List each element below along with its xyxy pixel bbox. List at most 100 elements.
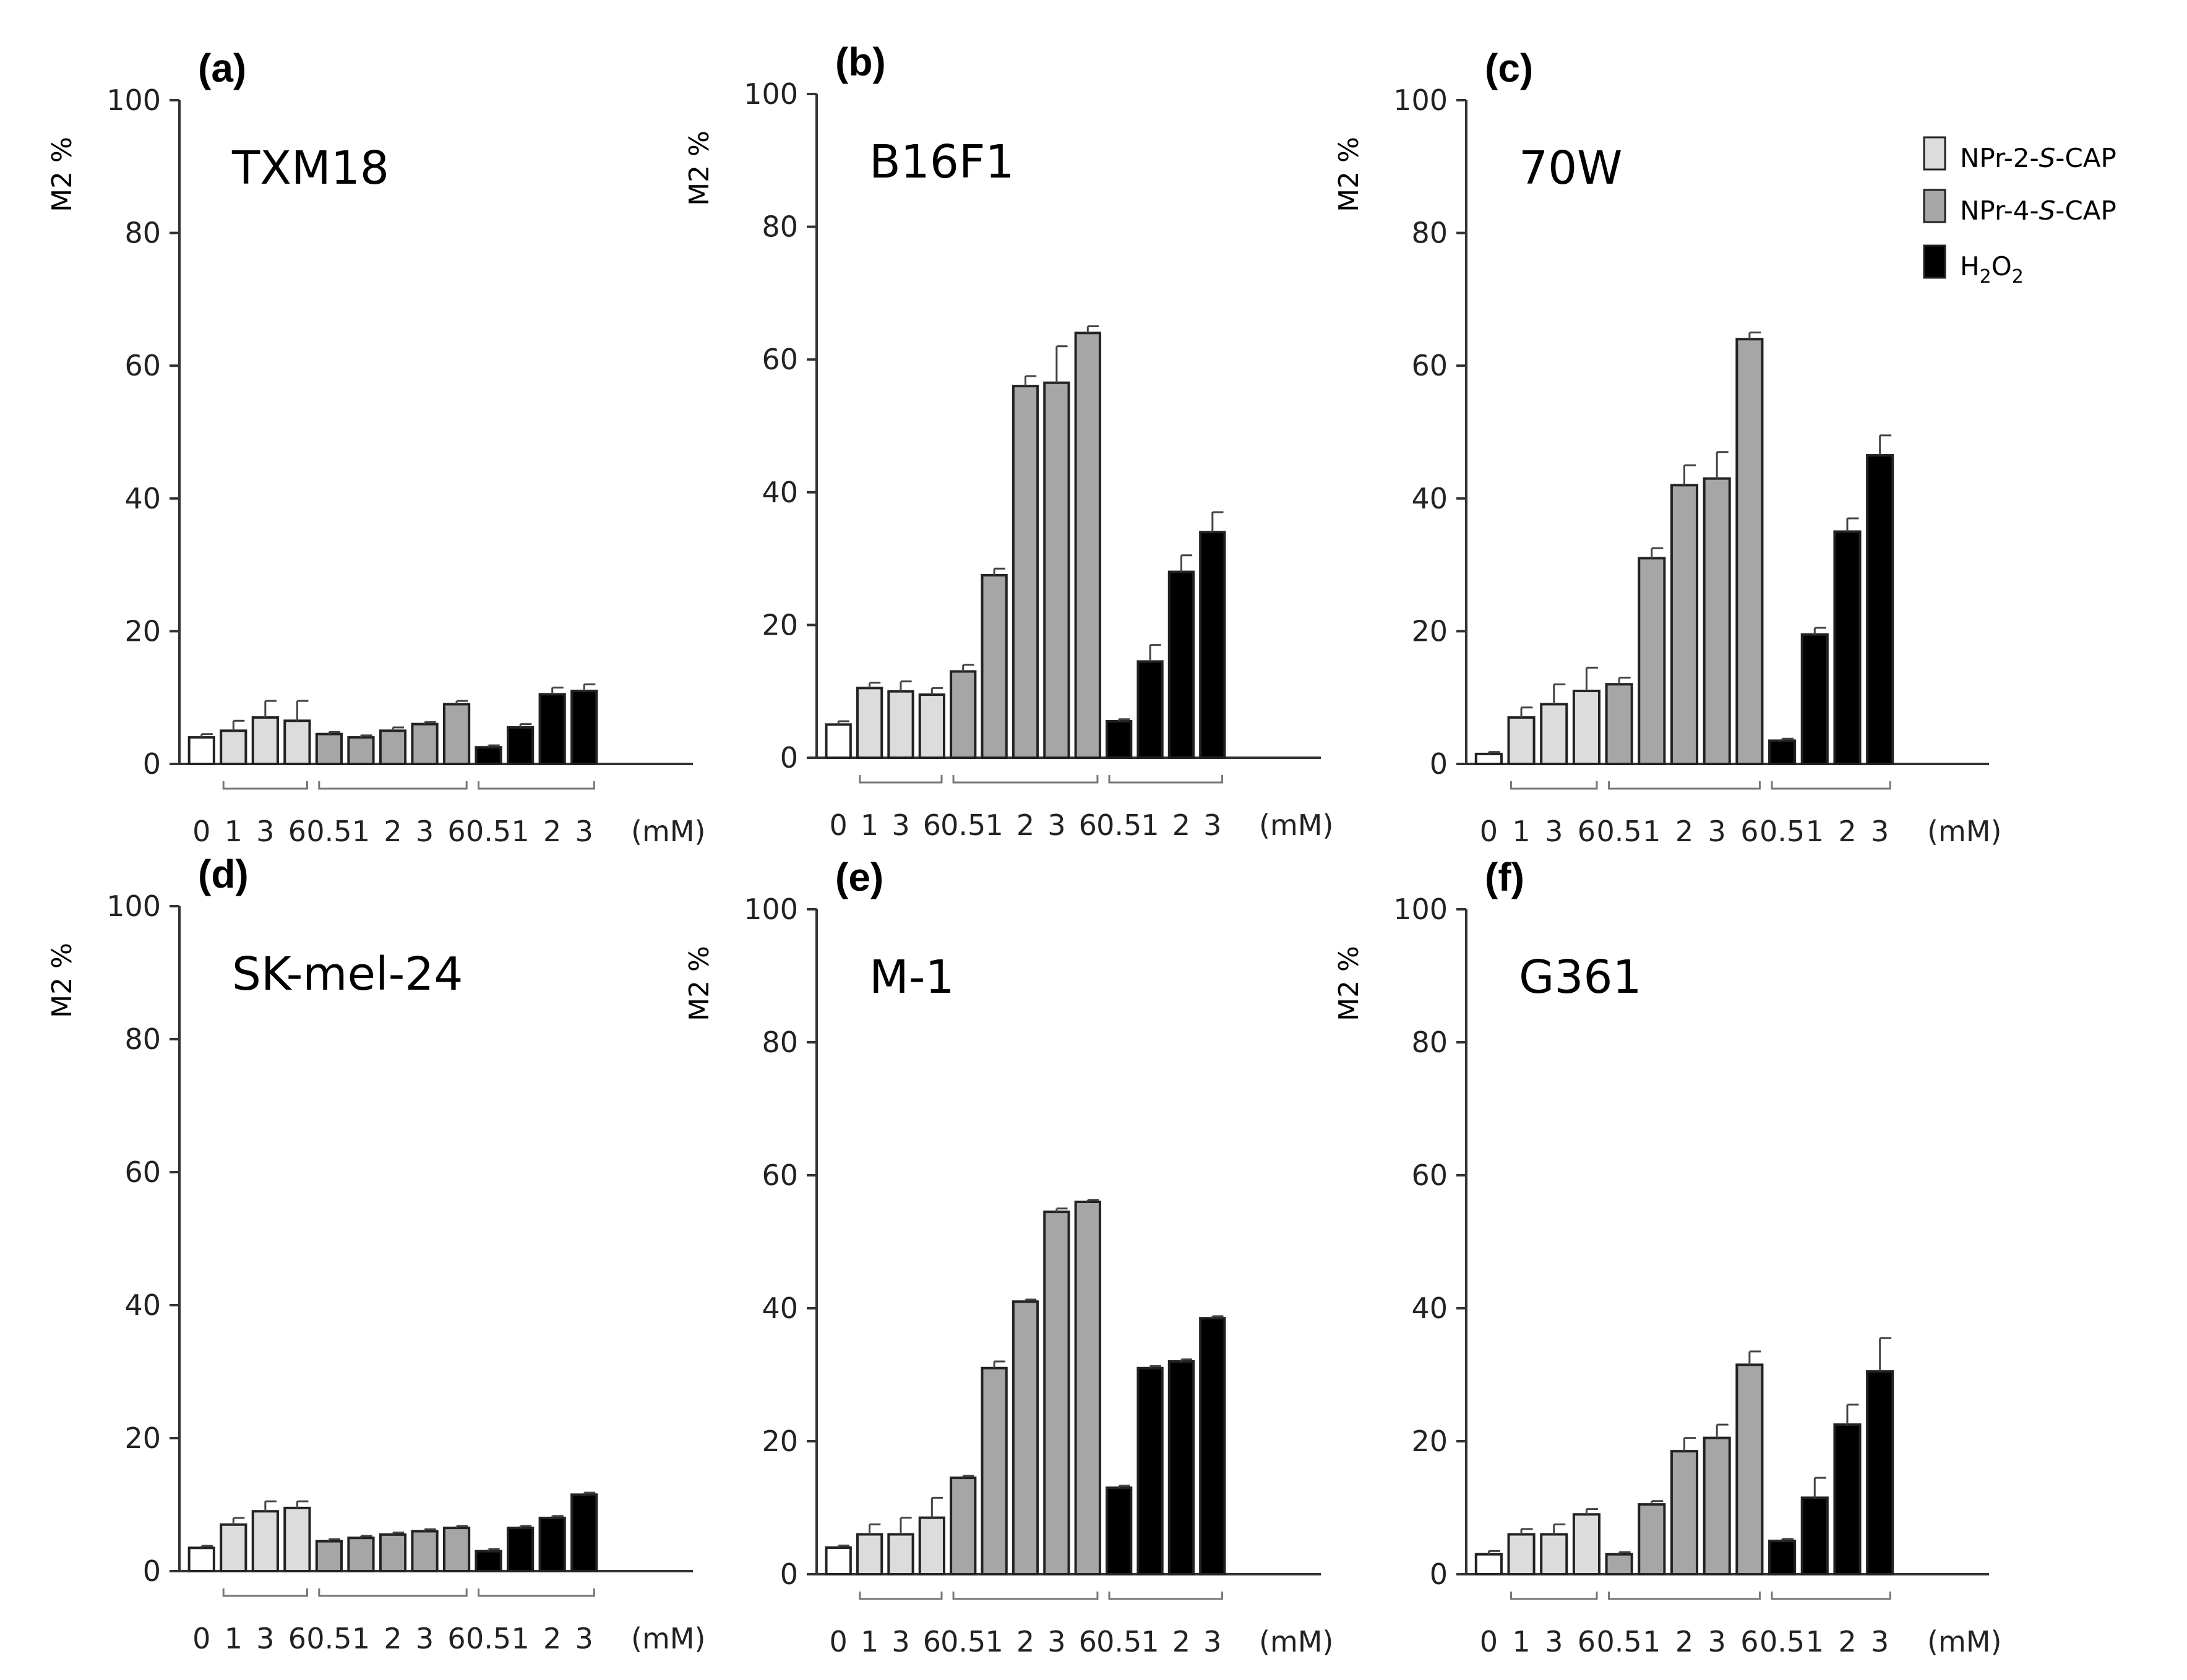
y-tick-label: 100 (744, 893, 798, 926)
x-tick-label: 0 (192, 815, 210, 848)
x-tick-label: 2 (543, 815, 561, 848)
y-tick-label: 20 (1411, 614, 1448, 648)
x-tick-label: 1 (352, 815, 370, 848)
bar-npr4 (442, 1527, 471, 1572)
x-tick-label: 6 (1079, 1625, 1097, 1658)
bar-npr2 (918, 693, 945, 759)
bar-npr4 (315, 732, 343, 765)
bar-control (187, 736, 215, 765)
cell-line-title: M-1 (869, 951, 955, 1004)
bar-npr2 (283, 719, 311, 766)
y-tick-label: 20 (762, 608, 798, 641)
y-tick-label: 60 (124, 349, 161, 382)
x-tick-label: 3 (416, 815, 434, 848)
x-tick-label: 1 (985, 1625, 1003, 1658)
y-tick-label: 40 (762, 476, 798, 509)
bar-npr2 (1507, 716, 1536, 766)
bar-h2o2 (475, 1549, 502, 1572)
x-tick-label: 3 (1871, 1625, 1889, 1658)
bar-h2o2 (1833, 1423, 1862, 1575)
bar-h2o2 (1106, 719, 1133, 759)
group-bracket-h2o2 (1108, 775, 1223, 784)
x-tick-label: 1 (512, 1622, 530, 1655)
x-tick-label: 2 (384, 1622, 402, 1655)
bar-h2o2 (1833, 530, 1862, 765)
y-tick-label: 80 (124, 216, 161, 250)
group-bracket-h2o2 (478, 1588, 595, 1597)
bar-h2o2 (1136, 660, 1164, 760)
bar-npr4 (1074, 1201, 1101, 1575)
bar-npr4 (1605, 683, 1633, 765)
bar-npr4 (1638, 557, 1666, 765)
group-bracket-npr4 (318, 781, 468, 790)
bar-control (1474, 752, 1503, 766)
y-axis-label: M2 % (46, 943, 78, 1018)
y-axis-label: M2 % (684, 131, 715, 206)
y-tick-label: 40 (124, 1288, 161, 1322)
bar-npr4 (981, 1366, 1008, 1575)
x-tick-label: 6 (1578, 1625, 1596, 1658)
x-tick-label: 3 (575, 815, 593, 848)
cell-line-title: TXM18 (231, 142, 389, 195)
bar-npr2 (251, 716, 279, 766)
bar-npr4 (379, 729, 407, 765)
x-tick-label: 3 (892, 808, 909, 842)
y-tick-label: 0 (1430, 1558, 1448, 1591)
bar-h2o2 (507, 726, 535, 765)
x-tick-label: 6 (447, 1622, 465, 1655)
group-bracket-npr2 (222, 781, 308, 790)
bar-npr4 (950, 1476, 977, 1575)
unit-label: (mM) (1927, 815, 2001, 848)
panel-label: (f) (1485, 855, 1524, 899)
y-tick-label: 0 (780, 741, 798, 774)
bar-h2o2 (538, 1517, 566, 1572)
y-tick-label: 80 (1411, 1026, 1448, 1059)
x-tick-label: 0 (1480, 815, 1498, 848)
legend-swatch (1923, 189, 1946, 223)
x-tick-label: 6 (1740, 815, 1758, 848)
y-axis-label: M2 % (1333, 946, 1365, 1021)
bar-npr2 (856, 1533, 883, 1575)
x-tick-label: 3 (1545, 815, 1563, 848)
cell-line-title: G361 (1519, 951, 1642, 1004)
y-tick-label: 20 (124, 614, 161, 648)
x-tick-label: 2 (1675, 1625, 1693, 1658)
x-tick-label: 1 (512, 815, 530, 848)
y-tick-label: 80 (762, 210, 798, 244)
x-tick-label: 1 (1643, 815, 1661, 848)
x-tick-label: 3 (256, 815, 274, 848)
bar-npr2 (220, 729, 247, 765)
y-tick-label: 60 (762, 1159, 798, 1192)
x-tick-label: 0.5 (940, 1625, 986, 1658)
bar-npr2 (251, 1510, 279, 1572)
bar-h2o2 (570, 1493, 598, 1572)
bar-npr2 (1540, 703, 1568, 766)
legend-label: H2O2 (1960, 251, 2024, 288)
x-tick-label: 2 (1675, 815, 1693, 848)
bar-npr2 (283, 1506, 311, 1572)
group-bracket-npr2 (1510, 781, 1598, 790)
x-tick-label: 6 (288, 815, 306, 848)
bar-h2o2 (1866, 1370, 1894, 1575)
bar-h2o2 (475, 746, 502, 766)
y-tick-label: 60 (762, 343, 798, 376)
panel-label: (a) (198, 46, 246, 90)
bar-npr4 (347, 736, 375, 765)
bar-npr2 (918, 1516, 945, 1575)
x-tick-label: 0.5 (466, 1622, 511, 1655)
legend-label: NPr-4-S-CAP (1960, 195, 2116, 226)
bar-npr4 (1074, 332, 1101, 759)
cell-line-title: SK-mel-24 (232, 948, 463, 1001)
group-bracket-npr4 (1608, 1592, 1761, 1600)
cell-line-title: 70W (1519, 142, 1622, 195)
unit-label: (mM) (1259, 1625, 1333, 1658)
bar-npr2 (1572, 1513, 1601, 1575)
x-tick-label: 2 (1016, 808, 1034, 842)
panel-label: (e) (835, 855, 883, 899)
bar-npr4 (1043, 1211, 1070, 1575)
bar-control (187, 1546, 215, 1572)
bar-npr4 (1735, 338, 1764, 765)
bar-h2o2 (1199, 1317, 1226, 1575)
x-tick-label: 0.5 (466, 815, 511, 848)
bar-h2o2 (1866, 454, 1894, 765)
